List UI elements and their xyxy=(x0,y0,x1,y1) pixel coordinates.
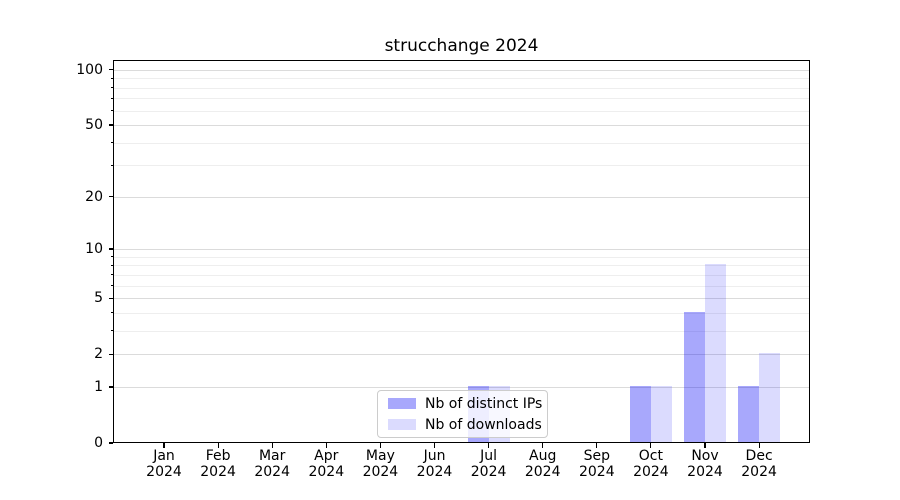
y-tick-label: 1 xyxy=(94,378,103,395)
x-tick-label: Aug 2024 xyxy=(524,448,561,480)
y-tick-label: 10 xyxy=(85,241,103,258)
y-minor-tick-mark xyxy=(110,142,113,144)
x-tick-mark xyxy=(542,443,544,448)
x-tick-label: Nov 2024 xyxy=(687,448,723,480)
y-minor-tick-mark xyxy=(110,77,113,79)
y-tick-mark xyxy=(108,297,113,299)
x-tick-mark xyxy=(325,443,327,448)
gridline-minor xyxy=(114,98,809,100)
y-tick-mark xyxy=(108,386,113,388)
x-tick-mark xyxy=(650,443,652,448)
y-tick-label: 0 xyxy=(94,435,103,451)
y-tick-mark xyxy=(108,69,113,71)
y-minor-tick-mark xyxy=(110,264,113,266)
y-tick-label: 100 xyxy=(76,61,103,78)
y-tick-mark xyxy=(108,442,113,444)
y-minor-tick-mark xyxy=(110,285,113,287)
gridline-minor xyxy=(114,87,809,89)
chart-title: strucchange 2024 xyxy=(384,36,539,56)
x-tick-mark xyxy=(596,443,598,448)
x-tick-mark xyxy=(758,443,760,448)
x-tick-mark xyxy=(217,443,219,448)
y-minor-tick-mark xyxy=(110,87,113,89)
gridline-minor xyxy=(114,330,809,332)
gridline-minor xyxy=(114,165,809,167)
legend-label-distinct-ips: Nb of distinct IPs xyxy=(425,395,543,412)
legend: Nb of distinct IPs Nb of downloads xyxy=(377,390,548,438)
x-tick-label: Jul 2024 xyxy=(470,448,507,480)
y-tick-label: 20 xyxy=(85,188,103,205)
x-tick-label: Apr 2024 xyxy=(308,448,345,480)
x-tick-label: Jun 2024 xyxy=(416,448,453,480)
y-minor-tick-mark xyxy=(110,110,113,112)
x-tick-mark xyxy=(704,443,706,448)
y-tick-mark xyxy=(108,124,113,126)
y-minor-tick-mark xyxy=(110,274,113,276)
gridline-minor xyxy=(114,265,809,267)
x-tick-label: Mar 2024 xyxy=(254,448,290,480)
legend-item-downloads: Nb of downloads xyxy=(388,417,547,433)
bar-distinct-ips-nov xyxy=(684,311,705,442)
bar-distinct-ips-oct xyxy=(629,385,651,442)
x-tick-mark xyxy=(163,443,165,448)
bar-downloads-nov xyxy=(705,264,726,442)
gridline-minor xyxy=(114,274,809,276)
y-minor-tick-mark xyxy=(110,330,113,332)
y-tick-label: 50 xyxy=(85,117,103,134)
gridline-major xyxy=(114,249,809,251)
gridline-minor xyxy=(114,142,809,144)
x-tick-label: Feb 2024 xyxy=(200,448,236,480)
gridline-minor xyxy=(114,78,809,80)
x-tick-label: Dec 2024 xyxy=(741,448,777,480)
x-tick-mark xyxy=(433,443,436,448)
x-tick-mark xyxy=(379,443,381,448)
gridline-major xyxy=(114,69,809,71)
gridline-minor xyxy=(114,110,809,112)
bar-downloads-dec xyxy=(759,353,781,442)
x-tick-label: Oct 2024 xyxy=(633,448,669,480)
legend-swatch-downloads-icon xyxy=(388,419,416,430)
y-tick-mark xyxy=(108,248,113,250)
gridline-major xyxy=(114,196,809,198)
bar-distinct-ips-dec xyxy=(738,385,760,442)
y-minor-tick-mark xyxy=(110,256,113,258)
legend-item-distinct-ips: Nb of distinct IPs xyxy=(388,396,547,412)
y-minor-tick-mark xyxy=(110,97,113,99)
legend-swatch-distinct-ips-icon xyxy=(388,398,416,409)
y-tick-mark xyxy=(108,196,113,198)
x-tick-label: Jan 2024 xyxy=(146,448,182,480)
gridline-major xyxy=(114,298,809,300)
bar-downloads-oct xyxy=(650,385,672,442)
gridline-minor xyxy=(114,285,809,287)
y-minor-tick-mark xyxy=(110,312,113,314)
x-tick-label: May 2024 xyxy=(362,448,399,480)
gridline-major xyxy=(114,386,809,388)
y-minor-tick-mark xyxy=(110,164,113,166)
gridline-major xyxy=(114,354,809,356)
x-tick-mark xyxy=(488,443,490,448)
y-tick-label: 5 xyxy=(94,290,103,307)
legend-label-downloads: Nb of downloads xyxy=(425,416,542,433)
x-tick-mark xyxy=(271,443,273,448)
y-tick-label: 2 xyxy=(94,346,103,363)
gridline-minor xyxy=(114,312,809,314)
plot-area xyxy=(113,60,810,443)
gridline-minor xyxy=(114,256,809,258)
x-tick-label: Sep 2024 xyxy=(578,448,615,480)
gridline-major xyxy=(114,125,809,127)
y-tick-mark xyxy=(108,353,113,355)
